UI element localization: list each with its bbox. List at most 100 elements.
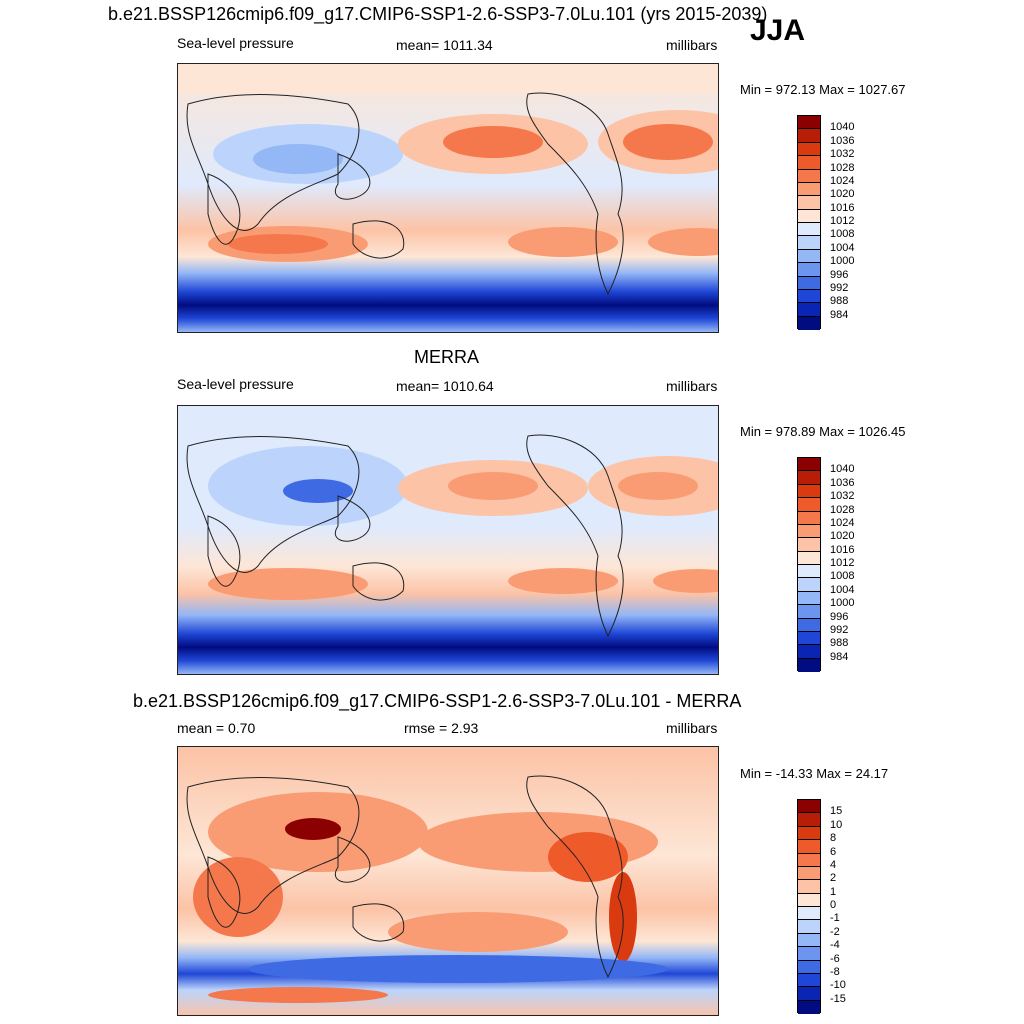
- panel1-mean: mean= 1011.34: [396, 37, 493, 53]
- colorbar-label: 984: [830, 308, 849, 321]
- colorbar-swatch: [798, 907, 820, 921]
- colorbar-swatch: [798, 605, 820, 619]
- colorbar-swatch: [798, 142, 820, 157]
- colorbar-swatch: [798, 920, 820, 934]
- colorbar-swatch: [798, 249, 820, 264]
- colorbar-swatch: [798, 471, 820, 485]
- colorbar-swatch: [798, 618, 820, 632]
- colorbar-label: 1036: [830, 134, 855, 147]
- colorbar-label: 1020: [830, 188, 855, 201]
- panel2-variable: Sea-level pressure: [177, 376, 294, 392]
- colorbar-label: 6: [830, 845, 837, 858]
- panel3-minmax: Min = -14.33 Max = 24.17: [740, 766, 889, 781]
- colorbar-swatch: [798, 947, 820, 961]
- colorbar-swatch: [798, 209, 820, 223]
- panel3-rmse: rmse = 2.93: [404, 720, 479, 736]
- colorbar-label: 992: [830, 281, 849, 294]
- colorbar-label: 988: [830, 295, 849, 308]
- colorbar-swatch: [798, 960, 820, 974]
- colorbar-label: 996: [830, 610, 849, 623]
- colorbar-swatch: [798, 866, 820, 881]
- colorbar-swatch: [798, 973, 820, 988]
- colorbar-swatch: [798, 987, 820, 1001]
- panel3-map: [177, 746, 719, 1016]
- colorbar-swatch: [798, 156, 820, 170]
- panel1-colorbar: [797, 115, 821, 330]
- colorbar-label: -4: [830, 939, 840, 952]
- colorbar-swatch: [798, 498, 820, 512]
- panel2-mean: mean= 1010.64: [396, 378, 494, 394]
- colorbar-label: 1000: [830, 597, 855, 610]
- colorbar-label: 10: [830, 818, 843, 831]
- colorbar-swatch: [798, 800, 820, 814]
- panel2-units: millibars: [666, 378, 718, 394]
- colorbar-label: 0: [830, 899, 837, 911]
- colorbar-swatch: [798, 826, 820, 841]
- colorbar-label: -2: [830, 925, 840, 938]
- panel1-units: millibars: [666, 37, 718, 53]
- colorbar-swatch: [798, 1000, 820, 1014]
- colorbar-label: -6: [830, 952, 840, 965]
- colorbar-label: 1: [830, 885, 837, 898]
- colorbar-label: 1008: [830, 228, 855, 241]
- colorbar-label: 1012: [830, 215, 855, 227]
- colorbar-swatch: [798, 538, 820, 552]
- colorbar-swatch: [798, 129, 820, 143]
- colorbar-swatch: [798, 840, 820, 854]
- colorbar-swatch: [798, 169, 820, 183]
- colorbar-label: 1028: [830, 161, 855, 174]
- colorbar-swatch: [798, 813, 820, 827]
- colorbar-swatch: [798, 880, 820, 894]
- colorbar-label: 1012: [830, 557, 855, 569]
- panel1-variable: Sea-level pressure: [177, 35, 294, 51]
- colorbar-label: 1004: [830, 583, 855, 596]
- panel2-title: MERRA: [414, 347, 480, 367]
- colorbar-swatch: [798, 182, 820, 197]
- colorbar-label: 988: [830, 637, 849, 650]
- panel3-colorbar: [797, 799, 821, 1014]
- colorbar-label: 1032: [830, 490, 855, 503]
- colorbar-label: 984: [830, 650, 849, 663]
- colorbar-swatch: [798, 458, 820, 472]
- colorbar-label: 1040: [830, 121, 855, 134]
- colorbar-swatch: [798, 893, 820, 907]
- colorbar-label: 15: [830, 805, 843, 818]
- colorbar-label: -10: [830, 979, 846, 992]
- colorbar-label: 1016: [830, 201, 855, 214]
- colorbar-swatch: [798, 551, 820, 565]
- season-label: JJA: [750, 14, 806, 47]
- colorbar-swatch: [798, 303, 820, 317]
- panel3-mean: mean = 0.70: [177, 720, 256, 736]
- colorbar-swatch: [798, 236, 820, 250]
- colorbar-label: 1024: [830, 174, 855, 187]
- colorbar-label: -1: [830, 912, 840, 925]
- colorbar-label: -15: [830, 992, 846, 1005]
- colorbar-swatch: [798, 933, 820, 948]
- colorbar-label: 2: [830, 872, 837, 885]
- panel3-units: millibars: [666, 720, 718, 736]
- colorbar-swatch: [798, 565, 820, 579]
- colorbar-label: 1000: [830, 255, 855, 268]
- colorbar-swatch: [798, 276, 820, 290]
- colorbar-label: 1020: [830, 530, 855, 543]
- colorbar-swatch: [798, 524, 820, 539]
- colorbar-label: 1024: [830, 516, 855, 529]
- figure-title: b.e21.BSSP126cmip6.f09_g17.CMIP6-SSP1-2.…: [108, 4, 768, 24]
- colorbar-label: 1016: [830, 543, 855, 556]
- colorbar-swatch: [798, 853, 820, 867]
- colorbar-swatch: [798, 484, 820, 499]
- panel1-minmax: Min = 972.13 Max = 1027.67: [740, 82, 906, 97]
- panel1-map: [177, 63, 719, 333]
- colorbar-swatch: [798, 263, 820, 277]
- colorbar-swatch: [798, 658, 820, 672]
- panel2-map: [177, 405, 719, 675]
- colorbar-swatch: [798, 116, 820, 130]
- colorbar-label: 1032: [830, 148, 855, 161]
- colorbar-swatch: [798, 316, 820, 330]
- colorbar-label: 1008: [830, 570, 855, 583]
- colorbar-label: 1028: [830, 503, 855, 516]
- colorbar-swatch: [798, 511, 820, 525]
- colorbar-label: 8: [830, 832, 837, 845]
- panel2-minmax: Min = 978.89 Max = 1026.45: [740, 424, 906, 439]
- colorbar-swatch: [798, 196, 820, 210]
